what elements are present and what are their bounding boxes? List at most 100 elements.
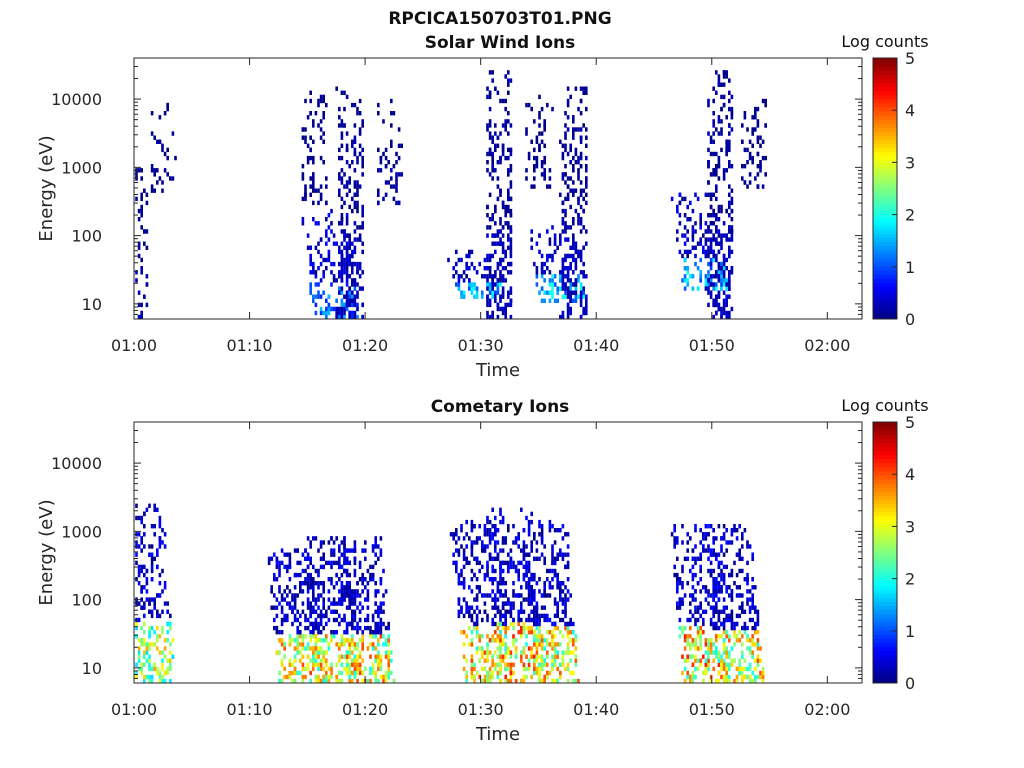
spectrogram-pixel — [756, 662, 760, 667]
spectrogram-pixel — [707, 253, 710, 259]
spectrogram-pixel — [384, 180, 388, 185]
spectrogram-pixel — [725, 151, 728, 157]
spectrogram-pixel — [387, 638, 390, 643]
spectrogram-pixel — [486, 257, 489, 263]
spectrogram-pixel — [371, 617, 375, 623]
spectrogram-pixel — [374, 601, 377, 606]
spectrogram-pixel — [525, 176, 528, 181]
spectrogram-pixel — [725, 564, 728, 570]
spectrogram-pixel — [730, 662, 734, 667]
spectrogram-pixel — [306, 646, 310, 651]
spectrogram-pixel — [720, 147, 723, 153]
spectrogram-pixel — [691, 572, 695, 578]
spectrogram-pixel — [756, 654, 760, 659]
colorbar-swatch — [873, 519, 897, 525]
spectrogram-pixel — [470, 613, 474, 619]
spectrogram-pixel — [491, 233, 494, 238]
spectrogram-pixel — [499, 638, 502, 643]
spectrogram-pixel — [335, 678, 338, 684]
spectrogram-pixel — [504, 306, 507, 312]
spectrogram-pixel — [361, 646, 364, 651]
spectrogram-pixel — [390, 658, 393, 663]
spectrogram-pixel — [556, 528, 559, 533]
spectrogram-pixel — [390, 123, 393, 128]
spectrogram-pixel — [709, 646, 713, 651]
spectrogram-pixel — [286, 552, 289, 557]
spectrogram-pixel — [335, 314, 338, 320]
spectrogram-pixel — [504, 213, 507, 218]
spectrogram-pixel — [551, 257, 554, 263]
spectrogram-pixel — [377, 147, 380, 153]
spectrogram-pixel — [353, 597, 357, 602]
spectrogram-pixel — [465, 658, 468, 663]
spectrogram-pixel — [548, 630, 552, 635]
spectrogram-pixel — [699, 634, 702, 639]
spectrogram-pixel — [340, 241, 344, 246]
spectrogram-pixel — [543, 290, 546, 295]
spectrogram-pixel — [158, 115, 162, 120]
spectrogram-pixel — [561, 650, 565, 655]
spectrogram-pixel — [530, 572, 533, 578]
spectrogram-pixel — [730, 127, 734, 132]
spectrogram-pixel — [293, 638, 297, 643]
spectrogram-pixel — [293, 658, 297, 663]
spectrogram-pixel — [140, 176, 143, 181]
spectrogram-pixel — [491, 658, 494, 663]
spectrogram-pixel — [338, 270, 341, 275]
spectrogram-pixel — [358, 225, 362, 230]
spectrogram-pixel — [345, 270, 349, 275]
spectrogram-pixel — [696, 286, 700, 291]
spectrogram-pixel — [345, 221, 349, 226]
spectrogram-pixel — [681, 278, 684, 283]
spectrogram-pixel — [561, 278, 565, 283]
spectrogram-pixel — [499, 613, 502, 619]
spectrogram-pixel — [358, 593, 362, 598]
spectrogram-pixel — [746, 127, 749, 132]
spectrogram-pixel — [746, 160, 749, 165]
spectrogram-pixel — [301, 662, 305, 667]
spectrogram-pixel — [153, 524, 156, 529]
colorbar-swatch — [873, 564, 897, 570]
spectrogram-pixel — [275, 625, 279, 631]
spectrogram-pixel — [538, 131, 541, 136]
spectrogram-pixel — [520, 625, 523, 631]
spectrogram-pixel — [314, 625, 318, 631]
spectrogram-pixel — [322, 654, 325, 659]
x-tick-label: 01:00 — [111, 336, 157, 355]
spectrogram-pixel — [319, 678, 323, 684]
spectrogram-pixel — [722, 233, 726, 238]
spectrogram-pixel — [520, 654, 523, 659]
spectrogram-pixel — [704, 282, 708, 287]
spectrogram-pixel — [707, 646, 710, 651]
spectrogram-pixel — [530, 245, 533, 250]
spectrogram-pixel — [527, 519, 531, 525]
spectrogram-pixel — [686, 249, 689, 255]
spectrogram-pixel — [322, 94, 325, 100]
spectrogram-pixel — [751, 160, 754, 165]
spectrogram-pixel — [504, 621, 507, 627]
spectrogram-pixel — [689, 642, 692, 647]
spectrogram-pixel — [306, 233, 310, 238]
spectrogram-pixel — [483, 528, 487, 533]
spectrogram-pixel — [530, 650, 533, 655]
spectrogram-pixel — [707, 556, 710, 561]
spectrogram-pixel — [712, 253, 715, 259]
spectrogram-pixel — [717, 597, 721, 602]
spectrogram-pixel — [384, 147, 388, 153]
spectrogram-pixel — [306, 601, 310, 606]
spectrogram-pixel — [585, 106, 588, 112]
spectrogram-pixel — [561, 286, 565, 291]
spectrogram-pixel — [353, 617, 357, 623]
spectrogram-pixel — [496, 556, 500, 561]
spectrogram-pixel — [468, 286, 471, 291]
spectrogram-pixel — [377, 200, 380, 206]
spectrogram-pixel — [527, 589, 531, 594]
spectrogram-pixel — [283, 666, 286, 672]
spectrogram-pixel — [720, 266, 723, 271]
spectrogram-pixel — [358, 670, 362, 676]
spectrogram-pixel — [291, 638, 294, 643]
spectrogram-pixel — [689, 274, 692, 279]
spectrogram-pixel — [582, 123, 585, 128]
spectrogram-pixel — [348, 678, 351, 684]
spectrogram-pixel — [499, 630, 502, 635]
